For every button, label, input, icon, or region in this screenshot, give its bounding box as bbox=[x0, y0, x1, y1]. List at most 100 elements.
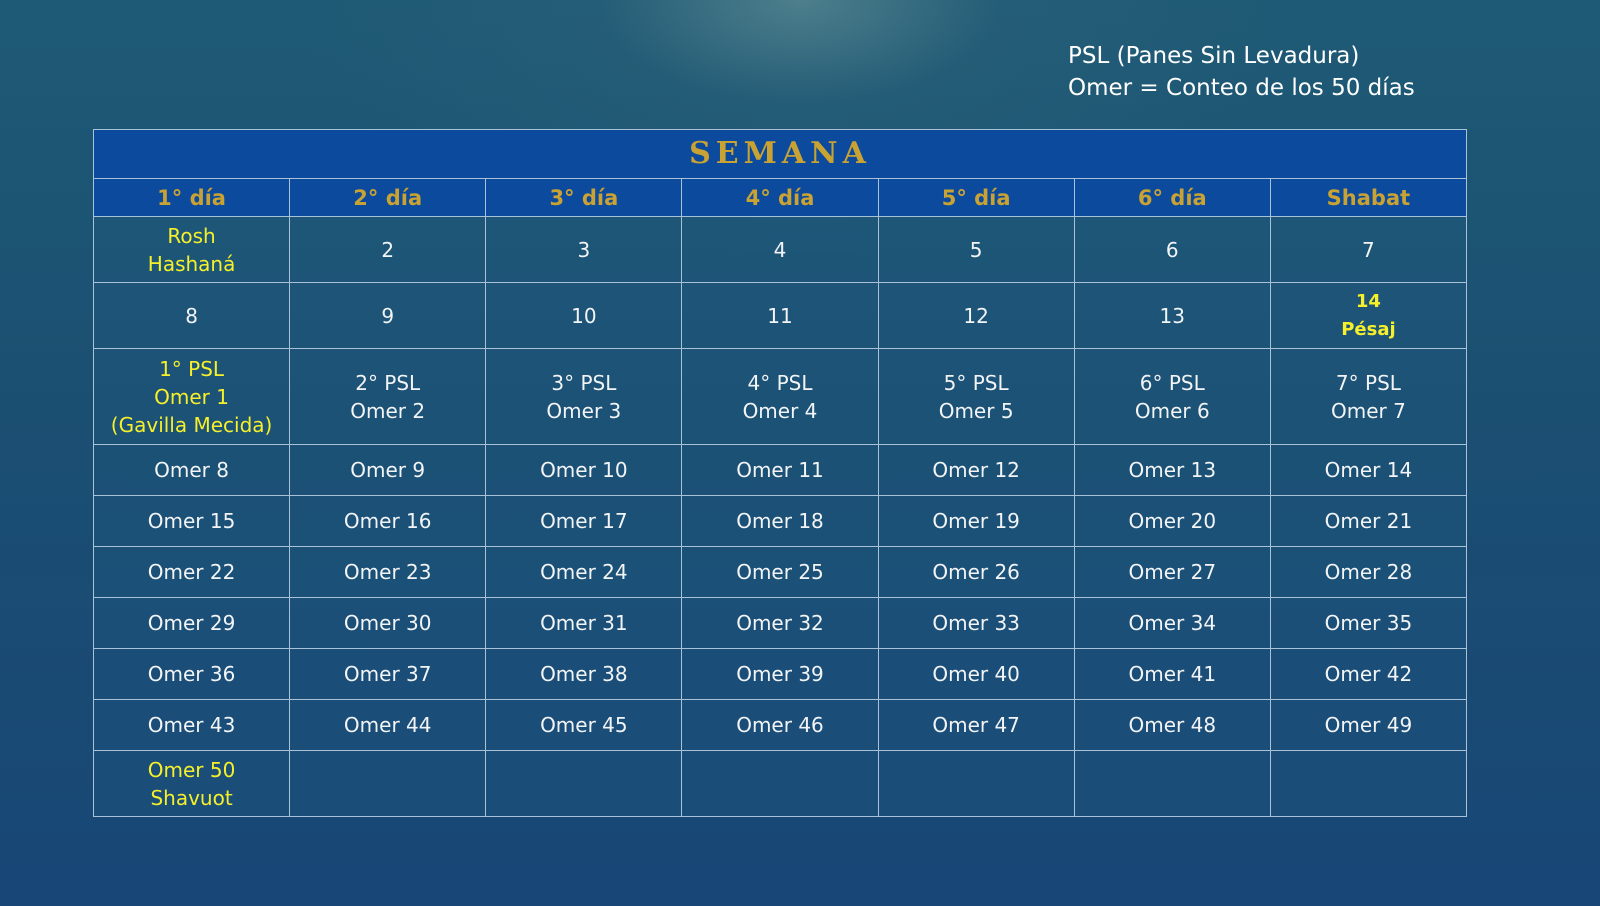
day-cell: 5 bbox=[877, 216, 1075, 283]
cell-text: Omer 13 bbox=[1128, 458, 1217, 482]
day-cell: 11 bbox=[681, 282, 879, 349]
table-row: Omer 50 Shavuot bbox=[92, 750, 1468, 817]
day-header: 3° día bbox=[485, 178, 683, 217]
cell-text: Omer 40 bbox=[932, 662, 1020, 686]
cell-text: 5° PSL bbox=[943, 370, 1009, 395]
day-cell: Omer 41 bbox=[1073, 648, 1271, 700]
day-cell: Omer 39 bbox=[681, 648, 879, 700]
cell-text: Omer 38 bbox=[540, 662, 628, 686]
day-header: 5° día bbox=[877, 178, 1075, 217]
day-cell: Omer 11 bbox=[681, 444, 879, 496]
day-cell: 1° PSL Omer 1 (Gavilla Mecida) bbox=[92, 348, 291, 445]
day-cell bbox=[1073, 750, 1271, 817]
cell-text: Omer 10 bbox=[540, 458, 628, 482]
cell-text: Omer 42 bbox=[1324, 662, 1413, 686]
cell-text: Omer 49 bbox=[1324, 713, 1413, 737]
cell-text: Omer 36 bbox=[147, 662, 236, 686]
day-cell: Omer 45 bbox=[485, 699, 683, 751]
cell-text: 9 bbox=[381, 303, 395, 328]
cell-text: Omer 47 bbox=[932, 713, 1020, 737]
day-cell: Omer 46 bbox=[681, 699, 879, 751]
cell-text: Omer 4 bbox=[742, 398, 818, 423]
day-cell: Omer 15 bbox=[92, 495, 291, 547]
day-cell: Omer 30 bbox=[289, 597, 487, 649]
cell-text: 6 bbox=[1165, 237, 1179, 262]
cell-text: Omer 1 bbox=[154, 384, 229, 409]
day-cell: 13 bbox=[1073, 282, 1271, 349]
day-header: 4° día bbox=[681, 178, 879, 217]
day-header: 6° día bbox=[1073, 178, 1271, 217]
cell-text: Omer 24 bbox=[540, 560, 628, 584]
day-cell: Omer 9 bbox=[289, 444, 487, 496]
cell-text: Omer 14 bbox=[1324, 458, 1413, 482]
day-cell: 5° PSL Omer 5 bbox=[877, 348, 1075, 445]
cell-text: 2 bbox=[381, 237, 395, 262]
day-cell: Omer 49 bbox=[1269, 699, 1468, 751]
cell-text: Omer 18 bbox=[736, 509, 824, 533]
cell-text: Omer 34 bbox=[1128, 611, 1217, 635]
legend-psl: PSL (Panes Sin Levadura) bbox=[1068, 43, 1360, 69]
day-cell: 8 bbox=[92, 282, 291, 349]
day-cell: 4° PSL Omer 4 bbox=[681, 348, 879, 445]
day-cell: Omer 12 bbox=[877, 444, 1075, 496]
day-cell: Omer 29 bbox=[92, 597, 291, 649]
day-cell: Omer 42 bbox=[1269, 648, 1468, 700]
day-cell: Omer 14 bbox=[1269, 444, 1468, 496]
cell-text: 11 bbox=[767, 303, 793, 328]
cell-text: 3 bbox=[577, 237, 591, 262]
day-cell: Omer 17 bbox=[485, 495, 683, 547]
cell-text: Omer 21 bbox=[1324, 509, 1413, 533]
day-cell: Omer 44 bbox=[289, 699, 487, 751]
cell-text: 10 bbox=[571, 303, 597, 328]
day-header: 2° día bbox=[289, 178, 487, 217]
cell-text: 14 bbox=[1355, 290, 1381, 312]
table-row: Omer 29 Omer 30 Omer 31 Omer 32 Omer 33 Omer … bbox=[92, 597, 1468, 649]
cell-text: Omer 17 bbox=[540, 509, 628, 533]
cell-text: Omer 15 bbox=[147, 509, 236, 533]
cell-text: Hashaná bbox=[147, 251, 236, 276]
day-cell: Omer 20 bbox=[1073, 495, 1271, 547]
table-row: 8 9 10 11 12 13 14 Pésaj bbox=[92, 282, 1468, 349]
day-cell: 9 bbox=[289, 282, 487, 349]
cell-text: Omer 3 bbox=[546, 398, 622, 423]
day-header: 1° día bbox=[92, 178, 291, 217]
day-cell: Omer 35 bbox=[1269, 597, 1468, 649]
calendar-table: SEMANA 1° día 2° día 3° día 4° día 5° día 6° … bbox=[92, 129, 1468, 817]
day-cell: Omer 32 bbox=[681, 597, 879, 649]
day-cell: Omer 22 bbox=[92, 546, 291, 598]
cell-text: Pésaj bbox=[1341, 318, 1396, 340]
table-row: Rosh Hashaná 2 3 4 5 6 7 bbox=[92, 216, 1468, 283]
cell-text: 4 bbox=[773, 237, 787, 262]
cell-text: 12 bbox=[963, 303, 989, 328]
day-cell: Omer 47 bbox=[877, 699, 1075, 751]
cell-text: 7 bbox=[1362, 237, 1375, 262]
cell-text: Omer 12 bbox=[932, 458, 1020, 482]
day-cell: Omer 50 Shavuot bbox=[92, 750, 291, 817]
cell-text: 5 bbox=[969, 237, 983, 262]
day-cell: 6 bbox=[1073, 216, 1271, 283]
cell-text: Omer 6 bbox=[1134, 398, 1210, 423]
day-cell: Omer 19 bbox=[877, 495, 1075, 547]
cell-text: Omer 19 bbox=[932, 509, 1020, 533]
day-cell bbox=[485, 750, 683, 817]
cell-text: Omer 7 bbox=[1331, 398, 1406, 423]
day-cell: 2° PSL Omer 2 bbox=[289, 348, 487, 445]
cell-text: Rosh bbox=[167, 223, 216, 248]
cell-text: Omer 16 bbox=[343, 509, 432, 533]
cell-text: Omer 31 bbox=[540, 611, 628, 635]
cell-text: Omer 44 bbox=[343, 713, 432, 737]
day-cell: 4 bbox=[681, 216, 879, 283]
cell-text: Omer 43 bbox=[147, 713, 236, 737]
day-cell: Omer 37 bbox=[289, 648, 487, 700]
cell-text: Omer 26 bbox=[932, 560, 1020, 584]
cell-text: 6° PSL bbox=[1139, 370, 1205, 395]
day-cell: 2 bbox=[289, 216, 487, 283]
cell-text: (Gavilla Mecida) bbox=[110, 412, 273, 437]
day-cell: Omer 27 bbox=[1073, 546, 1271, 598]
day-cell: 7 bbox=[1269, 216, 1468, 283]
day-cell: Omer 31 bbox=[485, 597, 683, 649]
cell-text: 13 bbox=[1159, 303, 1185, 328]
day-cell: Omer 23 bbox=[289, 546, 487, 598]
cell-text: Omer 27 bbox=[1128, 560, 1217, 584]
day-cell: Omer 21 bbox=[1269, 495, 1468, 547]
